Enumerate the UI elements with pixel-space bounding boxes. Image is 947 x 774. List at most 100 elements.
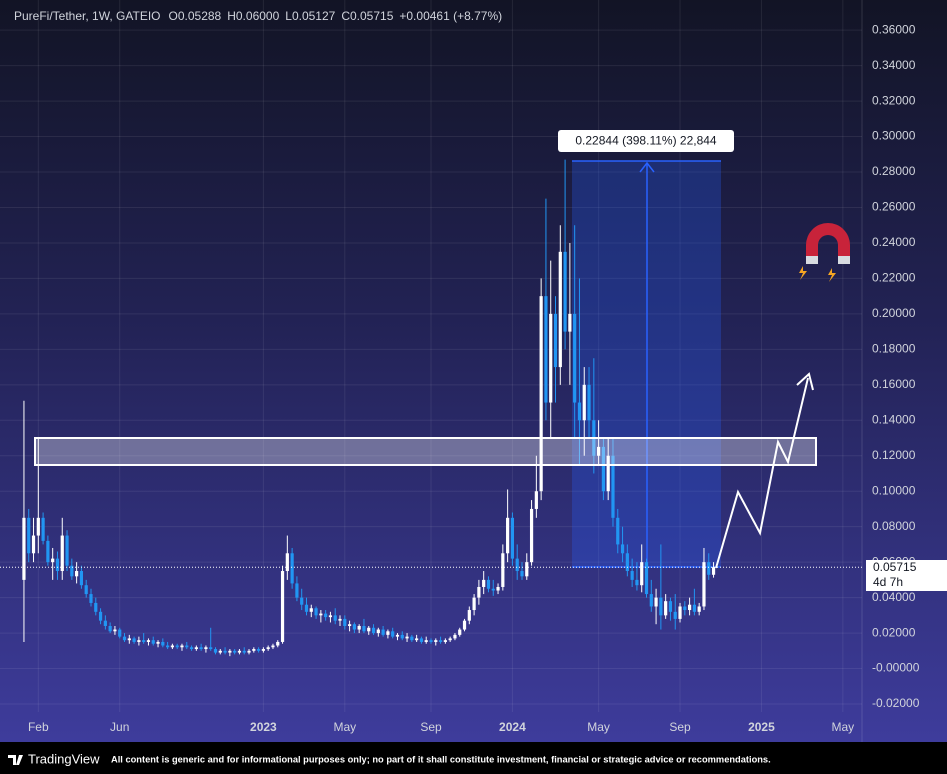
candle-body: [472, 597, 476, 611]
candle-body: [295, 583, 299, 598]
candle-body: [156, 641, 160, 644]
candle-body: [688, 604, 692, 611]
candle-body: [324, 613, 328, 618]
magnet-icon: [799, 223, 850, 282]
candle-body: [529, 508, 534, 563]
candle-body: [237, 650, 242, 653]
candle-body: [606, 455, 610, 492]
candle-body: [563, 251, 567, 332]
candle-body: [122, 636, 127, 641]
candle-body: [630, 571, 634, 580]
candle-body: [482, 579, 486, 587]
x-tick-label: 2024: [499, 720, 526, 734]
y-tick-label: 0.34000: [872, 58, 916, 72]
candle-body: [242, 650, 246, 653]
y-tick-label: -0.00000: [872, 661, 920, 675]
legend-value: O0.05288: [169, 9, 222, 23]
last-price-label: 0.05715: [873, 560, 917, 574]
footer: [0, 742, 947, 774]
candle-body: [319, 613, 323, 616]
candle-body: [410, 636, 414, 641]
candle-body: [46, 540, 50, 563]
y-tick-label: 0.26000: [872, 200, 916, 214]
candle-body: [132, 638, 136, 642]
projection-arrowhead: [796, 372, 814, 391]
candle-body: [486, 579, 491, 589]
candle-body: [347, 624, 352, 626]
candle-body: [233, 650, 237, 653]
candle-body: [443, 640, 447, 642]
candle-body: [510, 517, 515, 559]
y-tick-label: 0.10000: [872, 483, 916, 497]
candle-body: [429, 640, 433, 642]
x-tick-label: Sep: [420, 720, 442, 734]
candle-body: [616, 517, 620, 545]
candle-body: [620, 544, 625, 554]
candle-body: [501, 553, 505, 587]
grid: [0, 0, 862, 712]
candle-body: [60, 535, 64, 572]
candle-body: [405, 636, 409, 639]
candle-body: [328, 615, 333, 618]
candle-body: [668, 601, 673, 612]
candle-body: [189, 647, 194, 650]
candle-body: [185, 645, 189, 648]
candle-body: [707, 562, 711, 575]
candle-body: [549, 313, 553, 403]
candle-body: [496, 586, 500, 591]
candle-body: [223, 650, 227, 653]
candle-body: [491, 588, 495, 591]
candle-body: [304, 604, 309, 612]
candle-body: [180, 645, 184, 648]
candle-body: [367, 627, 371, 632]
candle-body: [161, 641, 165, 646]
candle-body: [94, 602, 98, 612]
candle-body: [137, 640, 141, 642]
x-tick-label: Jun: [110, 720, 129, 734]
candle-body: [213, 649, 218, 653]
tv-logo: [8, 755, 23, 765]
background: [0, 0, 947, 742]
candle-body: [544, 296, 548, 403]
candle-body: [280, 571, 285, 642]
candle-body: [520, 571, 524, 577]
candle-body: [400, 634, 404, 639]
disclaimer: All content is generic and for informati…: [111, 754, 771, 764]
candle-body: [127, 638, 131, 641]
y-tick-label: 0.22000: [872, 271, 916, 285]
y-tick-label: 0.18000: [872, 342, 916, 356]
candle-body: [477, 586, 481, 598]
price-label-group: 0.05715 4d 7h: [866, 560, 947, 591]
candle-body: [702, 562, 706, 607]
candle-body: [649, 594, 653, 607]
candle-body: [194, 647, 198, 650]
candle-body: [391, 631, 395, 637]
candle-body: [166, 645, 170, 648]
legend-value: C0.05715: [341, 9, 393, 23]
candle-body: [692, 604, 696, 612]
candle-body: [261, 649, 265, 651]
y-tick-label: 0.08000: [872, 519, 916, 533]
candle-body: [438, 640, 443, 642]
x-tick-label: May: [587, 720, 610, 734]
candle-body: [539, 296, 543, 492]
candle-body: [386, 631, 390, 635]
y-tick-label: 0.24000: [872, 235, 916, 249]
y-tick-label: 0.02000: [872, 625, 916, 639]
candle-body: [362, 625, 366, 632]
candle-body: [644, 562, 649, 595]
candle-body: [89, 594, 93, 603]
candle-body: [338, 618, 342, 621]
candle-body: [376, 629, 380, 634]
candle-body: [204, 647, 208, 650]
candle-body: [697, 606, 701, 612]
legend-value: H0.06000: [227, 9, 279, 23]
candle-body: [424, 640, 428, 642]
candle-body: [170, 645, 174, 648]
y-tick-label: 0.32000: [872, 93, 916, 107]
x-tick-label: Feb: [28, 720, 49, 734]
y-tick-label: 0.30000: [872, 129, 916, 143]
candle-body: [175, 645, 179, 648]
y-tick-label: 0.28000: [872, 164, 916, 178]
